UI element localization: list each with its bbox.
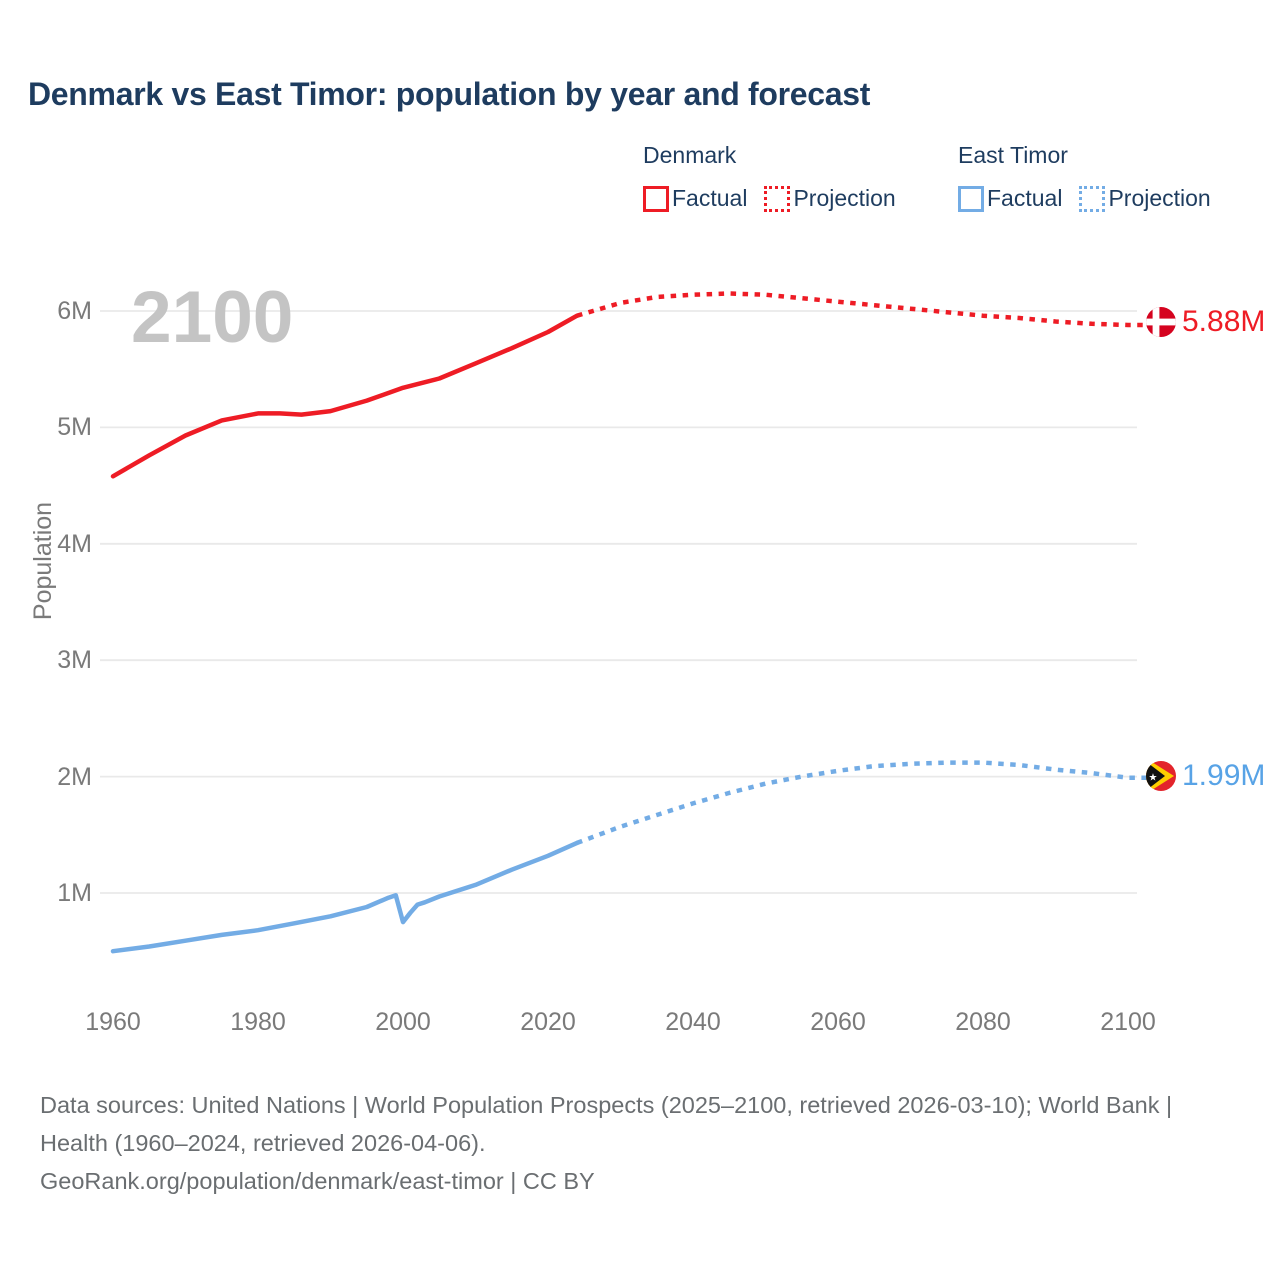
legend-item-label: Factual — [987, 185, 1063, 211]
x-tick-label: 2100 — [1100, 1008, 1156, 1036]
data-lines — [110, 291, 1148, 954]
y-tick-label: 3M — [57, 646, 92, 674]
east-timor-flag-icon: ★ — [1146, 761, 1176, 791]
legend-item-label: Projection — [1108, 185, 1211, 211]
denmark-flag-icon — [1146, 307, 1176, 337]
page-title: Denmark vs East Timor: population by yea… — [28, 76, 871, 112]
data-sources-text: Data sources: United Nations | World Pop… — [40, 1092, 1173, 1156]
x-tick-label: 2000 — [375, 1008, 431, 1036]
denmark-factual-line — [110, 313, 580, 479]
east-timor-projection-line — [576, 760, 1148, 846]
y-axis-title: Population — [29, 501, 57, 621]
y-tick-label: 6M — [57, 297, 92, 325]
y-tick-label: 4M — [57, 530, 92, 558]
east-timor-factual-line — [110, 840, 580, 954]
legend-group-east-timor: East Timor Factual Projection — [958, 142, 1211, 212]
x-tick-label: 2020 — [520, 1008, 576, 1036]
east-timor-factual-swatch-icon — [958, 185, 984, 212]
denmark-projection-swatch-icon — [764, 185, 791, 212]
east-timor-projection-swatch-icon — [1079, 185, 1106, 212]
legend-group-title: East Timor — [958, 142, 1068, 168]
x-tick-label: 1960 — [85, 1008, 141, 1036]
legend-item-label: Factual — [672, 185, 748, 211]
x-tick-label: 2080 — [955, 1008, 1011, 1036]
y-tick-label: 2M — [57, 763, 92, 791]
gridlines — [100, 310, 1137, 894]
legend-group-title: Denmark — [643, 142, 737, 168]
attribution-text: GeoRank.org/population/denmark/east-timo… — [40, 1168, 595, 1194]
x-tick-label: 2040 — [665, 1008, 721, 1036]
denmark-factual-swatch-icon — [643, 185, 669, 212]
year-watermark: 2100 — [131, 277, 293, 358]
y-tick-label: 5M — [57, 413, 92, 441]
denmark-end-value: 5.88M — [1182, 305, 1266, 338]
footer: Data sources: United Nations | World Pop… — [40, 1086, 1210, 1200]
legend-group-denmark: Denmark Factual Projection — [643, 142, 896, 212]
denmark-projection-line — [576, 291, 1148, 328]
x-tick-label: 1980 — [230, 1008, 286, 1036]
east-timor-end-value: 1.99M — [1182, 759, 1266, 792]
y-tick-label: 1M — [57, 879, 92, 907]
x-tick-label: 2060 — [810, 1008, 866, 1036]
svg-text:★: ★ — [1149, 773, 1158, 784]
legend-item-label: Projection — [793, 185, 896, 211]
